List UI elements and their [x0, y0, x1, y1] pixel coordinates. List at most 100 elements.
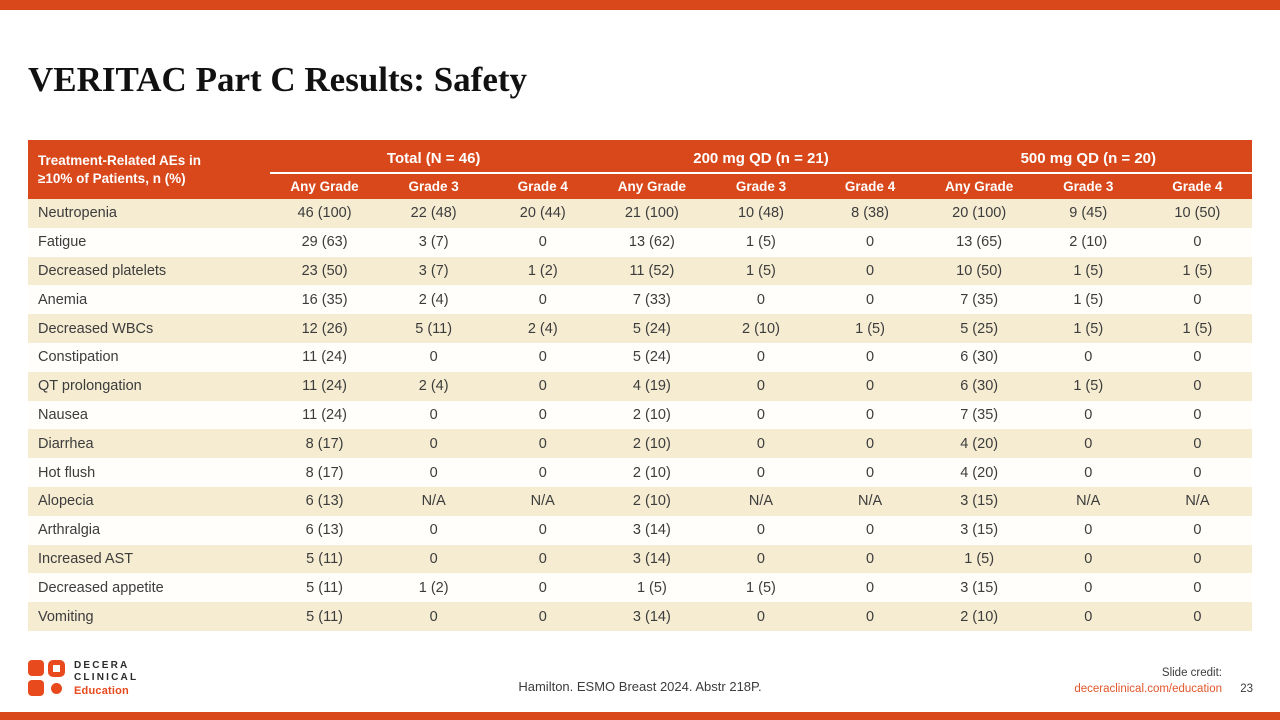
adverse-event-value: 0	[538, 579, 547, 596]
adverse-event-value: N/A	[421, 493, 446, 510]
table-row: Anemia 16 (35) 2 (4) 0 7 (33) 0 0 7 (35) 1 (5) 0	[28, 285, 1252, 315]
column-header: Grade 4	[815, 173, 925, 199]
adverse-event-value: 0	[1193, 291, 1202, 308]
table-row: Alopecia 6 (13) N/A N/A 2 (10) N/A N/A 3 (15) N/…	[28, 486, 1252, 516]
adverse-event-value: 0	[1084, 406, 1093, 423]
adverse-event-name: QT prolongation	[38, 378, 142, 395]
adverse-event-value: 0	[866, 349, 875, 366]
adverse-event-value: 0	[756, 378, 765, 395]
adverse-event-value: 46 (100)	[297, 205, 352, 222]
adverse-event-value: 8 (17)	[305, 464, 344, 481]
column-header: Any Grade	[924, 173, 1034, 199]
table-row: Arthralgia 6 (13) 0 0 3 (14) 0 0 3 (15) 0 0	[28, 515, 1252, 545]
decera-logo-icon	[28, 660, 65, 697]
group-header-500mg: 500 mg QD (n = 20)	[924, 140, 1252, 174]
adverse-event-name: Decreased appetite	[38, 579, 164, 596]
adverse-event-value: 7 (33)	[632, 291, 671, 308]
adverse-event-value: 5 (25)	[960, 320, 999, 337]
slide-credit-block: Slide credit: deceraclinical.com/educati…	[1074, 666, 1222, 697]
adverse-event-value: 3 (14)	[632, 522, 671, 539]
adverse-event-name: Neutropenia	[38, 205, 117, 222]
adverse-event-value: 5 (11)	[415, 320, 453, 337]
adverse-event-name: Arthralgia	[38, 522, 101, 539]
slide-credit-link[interactable]: deceraclinical.com/education	[1074, 682, 1222, 695]
adverse-event-value: 1 (5)	[964, 550, 995, 567]
adverse-event-value: 10 (48)	[737, 205, 784, 222]
adverse-event-value: 0	[756, 291, 765, 308]
adverse-event-value: 0	[1084, 349, 1093, 366]
adverse-event-value: N/A	[530, 493, 555, 510]
adverse-event-value: 6 (30)	[960, 349, 999, 366]
adverse-event-value: 22 (48)	[410, 205, 457, 222]
table-row: Decreased platelets 23 (50) 3 (7) 1 (2) 11 (…	[28, 256, 1252, 286]
adverse-event-value: 2 (10)	[632, 493, 671, 510]
adverse-event-value: 8 (17)	[305, 435, 344, 452]
adverse-event-value: 0	[429, 522, 438, 539]
adverse-event-value: 0	[866, 579, 875, 596]
adverse-event-value: 2 (4)	[418, 291, 449, 308]
adverse-event-value: 1 (5)	[746, 579, 776, 596]
adverse-event-value: 6 (30)	[960, 378, 999, 395]
top-accent-bar	[0, 0, 1280, 10]
table-group-header-row: Treatment-Related AEs in ≥10% of Patient…	[28, 140, 1252, 199]
adverse-event-name: Decreased WBCs	[38, 320, 154, 337]
decera-logo-text: DECERA CLINICAL Education	[74, 660, 138, 697]
adverse-event-value: 1 (5)	[1073, 262, 1104, 279]
adverse-event-name: Fatigue	[38, 234, 87, 251]
bottom-accent-bar	[0, 712, 1280, 720]
adverse-event-value: 0	[429, 608, 438, 625]
adverse-event-value: 10 (50)	[956, 262, 1003, 279]
adverse-event-value: 0	[429, 349, 438, 366]
adverse-event-value: 6 (13)	[305, 493, 344, 510]
page-number: 23	[1240, 683, 1253, 695]
adverse-event-value: 1 (5)	[746, 234, 776, 251]
adverse-event-value: 0	[1084, 522, 1093, 539]
adverse-event-value: 3 (14)	[632, 550, 671, 567]
adverse-event-name: Increased AST	[38, 550, 134, 567]
adverse-event-value: 0	[1193, 550, 1202, 567]
adverse-event-value: 20 (100)	[952, 205, 1007, 222]
column-header: Any Grade	[270, 173, 380, 199]
adverse-event-value: 0	[756, 608, 765, 625]
logo-education-label: Education	[74, 685, 129, 697]
adverse-event-value: 0	[1193, 579, 1202, 596]
adverse-event-value: 1 (2)	[527, 262, 558, 279]
adverse-event-value: 4 (20)	[960, 435, 999, 452]
adverse-event-value: 2 (4)	[527, 320, 558, 337]
adverse-event-value: 10 (50)	[1174, 205, 1221, 222]
adverse-event-value: 6 (13)	[305, 522, 344, 539]
adverse-event-name: Alopecia	[38, 493, 94, 510]
table-corner-header: Treatment-Related AEs in ≥10% of Patient…	[28, 140, 271, 199]
adverse-event-value: 0	[1084, 550, 1093, 567]
adverse-event-value: N/A	[857, 493, 883, 510]
adverse-event-value: 0	[756, 349, 765, 366]
adverse-event-value: 0	[429, 406, 438, 423]
adverse-event-value: 1 (5)	[1073, 291, 1104, 308]
adverse-event-value: 21 (100)	[624, 205, 679, 222]
column-header: Grade 4	[1142, 173, 1252, 199]
table-body: Neutropenia 46 (100) 22 (48) 20 (44) 21 (100…	[28, 199, 1252, 631]
citation-text: Hamilton. ESMO Breast 2024. Abstr 218P.	[518, 679, 762, 694]
adverse-event-value: 0	[866, 464, 875, 481]
group-header-total: Total (N = 46)	[270, 140, 598, 174]
adverse-event-value: 0	[1084, 464, 1093, 481]
adverse-event-value: 5 (24)	[632, 349, 671, 366]
adverse-event-value: 0	[866, 378, 875, 395]
adverse-event-value: 0	[756, 464, 765, 481]
table-row: Fatigue 29 (63) 3 (7) 0 13 (62) 1 (5) 0 13 (65)…	[28, 227, 1252, 257]
column-header: Grade 3	[1033, 173, 1143, 199]
adverse-event-value: 0	[866, 234, 875, 251]
adverse-event-name: Nausea	[38, 406, 88, 423]
page-title: VERITAC Part C Results: Safety	[28, 60, 528, 99]
table-row: Hot flush 8 (17) 0 0 2 (10) 0 0 4 (20) 0 0	[28, 458, 1252, 487]
adverse-event-value: 12 (26)	[301, 320, 348, 337]
adverse-event-value: 3 (14)	[632, 608, 671, 625]
adverse-event-value: 3 (7)	[418, 234, 449, 251]
table-row: Vomiting 5 (11) 0 0 3 (14) 0 0 2 (10) 0 0	[28, 602, 1252, 631]
adverse-event-value: 0	[429, 550, 438, 567]
adverse-event-value: 2 (10)	[632, 435, 671, 452]
adverse-event-value: 0	[1193, 464, 1202, 481]
adverse-event-value: 0	[538, 435, 547, 452]
safety-table-container: Treatment-Related AEs in ≥10% of Patient…	[28, 140, 1252, 631]
group-header-200mg: 200 mg QD (n = 21)	[597, 140, 925, 174]
